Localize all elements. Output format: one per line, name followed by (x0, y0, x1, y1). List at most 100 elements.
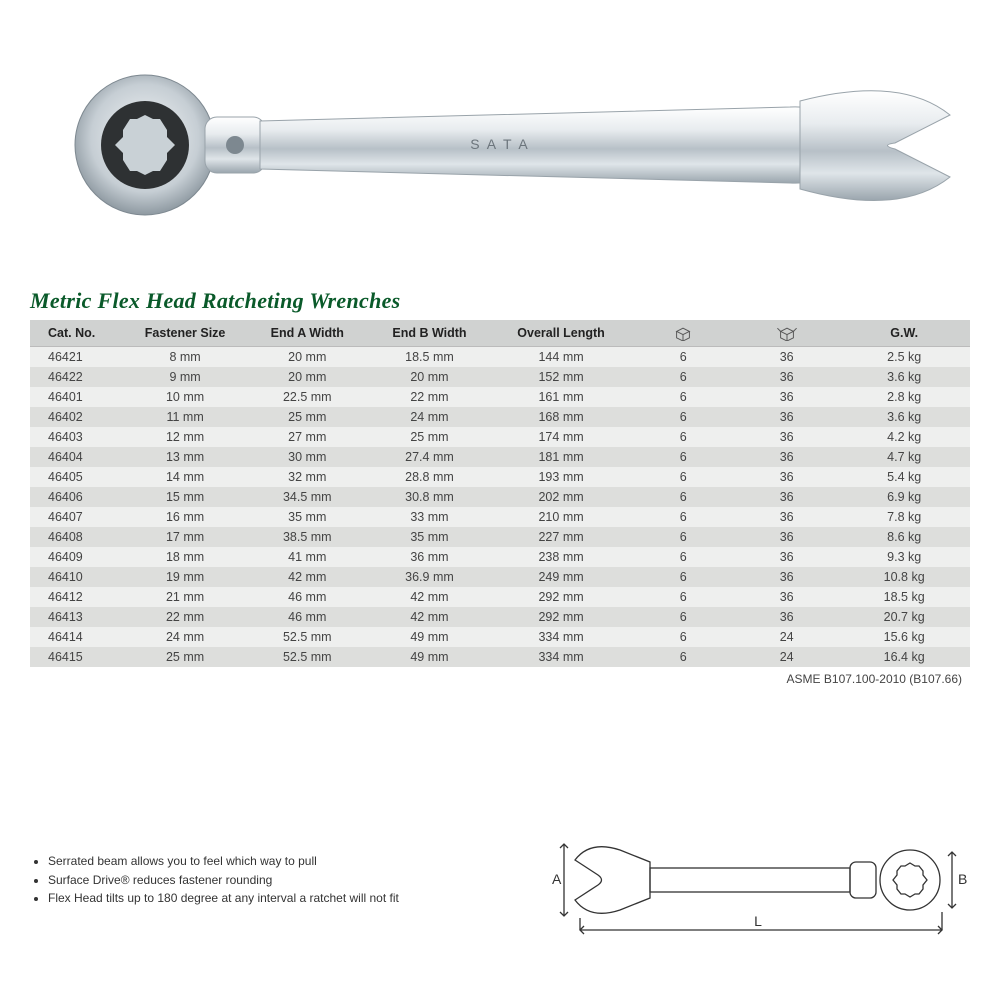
table-cell: 9 mm (124, 367, 246, 387)
table-cell: 42 mm (368, 587, 490, 607)
table-row: 4640110 mm22.5 mm22 mm161 mm6362.8 kg (30, 387, 970, 407)
table-cell: 30.8 mm (368, 487, 490, 507)
table-cell: 6 (632, 387, 735, 407)
table-cell: 36 (735, 427, 838, 447)
table-cell: 36 (735, 407, 838, 427)
table-row: 4641424 mm52.5 mm49 mm334 mm62415.6 kg (30, 627, 970, 647)
table-header-row: Cat. No.Fastener SizeEnd A WidthEnd B Wi… (30, 320, 970, 347)
table-cell: 17 mm (124, 527, 246, 547)
table-cell: 227 mm (491, 527, 632, 547)
table-cell: 5.4 kg (838, 467, 970, 487)
table-cell: 12 mm (124, 427, 246, 447)
spec-table: Cat. No.Fastener SizeEnd A WidthEnd B Wi… (30, 320, 970, 667)
table-cell: 33 mm (368, 507, 490, 527)
table-row: 4640817 mm38.5 mm35 mm227 mm6368.6 kg (30, 527, 970, 547)
table-cell: 36 (735, 547, 838, 567)
table-cell: 36 (735, 347, 838, 368)
dimension-diagram: A B L (550, 820, 970, 940)
open-box-icon (735, 320, 838, 347)
table-cell: 46408 (30, 527, 124, 547)
table-cell: 36 (735, 567, 838, 587)
table-cell: 6 (632, 427, 735, 447)
table-cell: 9.3 kg (838, 547, 970, 567)
feature-bullet: Flex Head tilts up to 180 degree at any … (48, 889, 399, 908)
table-cell: 193 mm (491, 467, 632, 487)
table-cell: 36 (735, 487, 838, 507)
table-header-cell: End A Width (246, 320, 368, 347)
table-cell: 8.6 kg (838, 527, 970, 547)
table-cell: 6 (632, 587, 735, 607)
table-cell: 49 mm (368, 627, 490, 647)
svg-text:S A T A: S A T A (470, 136, 529, 152)
table-cell: 10 mm (124, 387, 246, 407)
table-cell: 6 (632, 487, 735, 507)
table-cell: 24 mm (368, 407, 490, 427)
table-cell: 292 mm (491, 607, 632, 627)
table-cell: 46412 (30, 587, 124, 607)
table-row: 4640716 mm35 mm33 mm210 mm6367.8 kg (30, 507, 970, 527)
table-header-cell: Fastener Size (124, 320, 246, 347)
table-cell: 292 mm (491, 587, 632, 607)
table-cell: 238 mm (491, 547, 632, 567)
table-cell: 27.4 mm (368, 447, 490, 467)
table-cell: 34.5 mm (246, 487, 368, 507)
table-cell: 10.8 kg (838, 567, 970, 587)
table-cell: 25 mm (246, 407, 368, 427)
table-cell: 46413 (30, 607, 124, 627)
table-cell: 144 mm (491, 347, 632, 368)
table-cell: 13 mm (124, 447, 246, 467)
table-cell: 21 mm (124, 587, 246, 607)
table-row: 4641525 mm52.5 mm49 mm334 mm62416.4 kg (30, 647, 970, 667)
table-cell: 210 mm (491, 507, 632, 527)
table-cell: 30 mm (246, 447, 368, 467)
table-cell: 19 mm (124, 567, 246, 587)
table-cell: 38.5 mm (246, 527, 368, 547)
table-cell: 25 mm (124, 647, 246, 667)
table-row: 4640918 mm41 mm36 mm238 mm6369.3 kg (30, 547, 970, 567)
table-header-cell: Overall Length (491, 320, 632, 347)
table-cell: 18.5 kg (838, 587, 970, 607)
table-cell: 15.6 kg (838, 627, 970, 647)
table-cell: 7.8 kg (838, 507, 970, 527)
table-row: 4641019 mm42 mm36.9 mm249 mm63610.8 kg (30, 567, 970, 587)
table-cell: 181 mm (491, 447, 632, 467)
table-row: 4640615 mm34.5 mm30.8 mm202 mm6366.9 kg (30, 487, 970, 507)
standard-note: ASME B107.100-2010 (B107.66) (30, 672, 970, 686)
table-cell: 46409 (30, 547, 124, 567)
page-title: Metric Flex Head Ratcheting Wrenches (30, 288, 970, 314)
table-cell: 4.2 kg (838, 427, 970, 447)
table-cell: 334 mm (491, 647, 632, 667)
table-cell: 35 mm (246, 507, 368, 527)
table-cell: 18 mm (124, 547, 246, 567)
closed-box-icon (632, 320, 735, 347)
table-cell: 46407 (30, 507, 124, 527)
table-cell: 36 (735, 527, 838, 547)
table-row: 464229 mm20 mm20 mm152 mm6363.6 kg (30, 367, 970, 387)
table-cell: 46414 (30, 627, 124, 647)
table-row: 4640413 mm30 mm27.4 mm181 mm6364.7 kg (30, 447, 970, 467)
diagram-label-l: L (754, 913, 762, 929)
wrench-illustration: S A T A (30, 45, 970, 245)
feature-bullet: Surface Drive® reduces fastener rounding (48, 871, 399, 890)
table-cell: 6 (632, 567, 735, 587)
feature-bullet: Serrated beam allows you to feel which w… (48, 852, 399, 871)
table-cell: 46410 (30, 567, 124, 587)
table-row: 4640211 mm25 mm24 mm168 mm6363.6 kg (30, 407, 970, 427)
table-body: 464218 mm20 mm18.5 mm144 mm6362.5 kg4642… (30, 347, 970, 668)
table-cell: 3.6 kg (838, 367, 970, 387)
table-row: 4640514 mm32 mm28.8 mm193 mm6365.4 kg (30, 467, 970, 487)
table-cell: 36.9 mm (368, 567, 490, 587)
table-cell: 20 mm (368, 367, 490, 387)
table-cell: 20 mm (246, 367, 368, 387)
table-cell: 11 mm (124, 407, 246, 427)
table-cell: 6 (632, 447, 735, 467)
table-cell: 46405 (30, 467, 124, 487)
table-cell: 46401 (30, 387, 124, 407)
table-cell: 2.8 kg (838, 387, 970, 407)
table-cell: 161 mm (491, 387, 632, 407)
table-cell: 22 mm (124, 607, 246, 627)
table-cell: 46422 (30, 367, 124, 387)
table-cell: 46 mm (246, 607, 368, 627)
table-cell: 4.7 kg (838, 447, 970, 467)
table-cell: 35 mm (368, 527, 490, 547)
